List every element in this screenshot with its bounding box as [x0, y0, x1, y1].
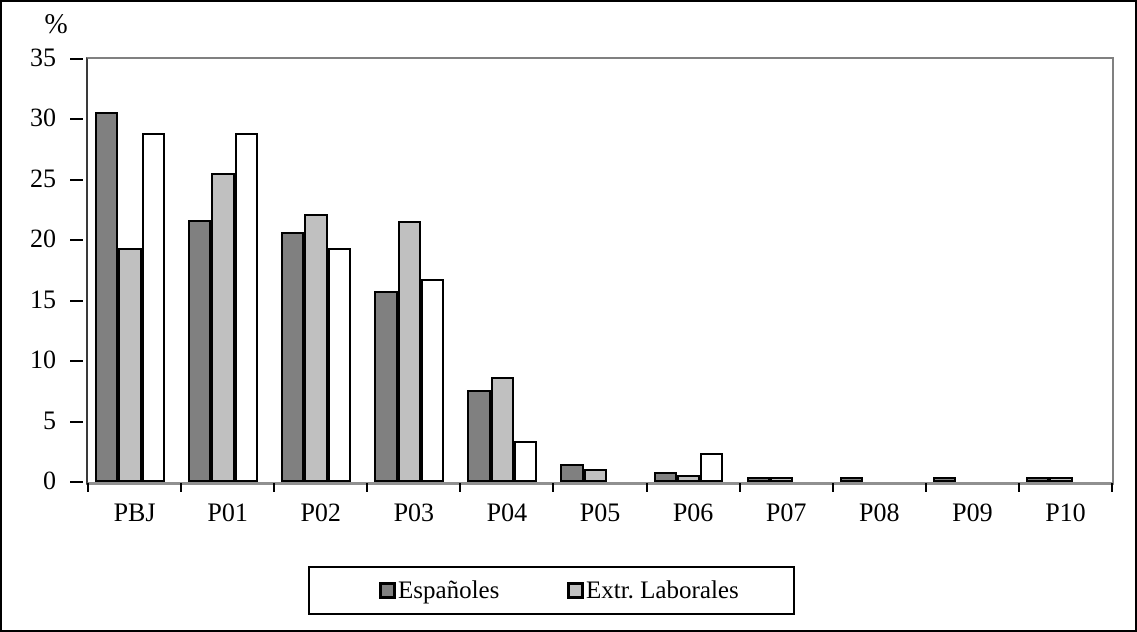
y-tick-25: [70, 178, 83, 181]
bar-p03-extr-laborales: [397, 220, 421, 482]
legend-swatch-espa-oles: [379, 582, 396, 599]
x-label-p03: P03: [393, 498, 435, 527]
x-tick-1: [180, 483, 183, 492]
bar-p09-espa-oles: [932, 477, 957, 482]
x-tick-7: [738, 483, 741, 492]
x-label-p08: P08: [859, 498, 900, 527]
x-tick-11: [1111, 483, 1113, 492]
bar-pbj-espa-oles: [95, 112, 119, 482]
legend-label-espa-oles: Españoles: [398, 576, 500, 604]
y-tick-label-20: 20: [30, 224, 56, 254]
bar-p01-extr-laborales: [211, 172, 235, 482]
y-tick-label-25: 25: [30, 163, 56, 193]
y-tick-label-30: 30: [30, 103, 56, 133]
y-tick-label-10: 10: [30, 345, 56, 375]
legend-item-espa-oles: Españoles: [379, 568, 499, 613]
x-tick-5: [552, 483, 555, 492]
x-tick-9: [924, 483, 927, 492]
y-tick-35: [70, 58, 83, 60]
bar-p10-espa-oles: [1025, 477, 1050, 482]
x-tick-8: [831, 483, 834, 492]
bar-p03-espa-oles: [374, 291, 398, 482]
bar-p07-extr-laborales: [769, 477, 794, 482]
bar-p02-espa-oles: [281, 231, 305, 482]
bar-p01-white: [234, 132, 258, 482]
bar-p01-espa-oles: [188, 219, 212, 482]
y-tick-label-15: 15: [30, 284, 56, 314]
bar-p10-extr-laborales: [1049, 477, 1073, 482]
bar-p04-extr-laborales: [490, 376, 514, 482]
bar-p02-white: [327, 247, 352, 482]
legend: Españoles Extr. Laborales: [308, 566, 795, 615]
x-label-pbj: PBJ: [113, 498, 156, 527]
x-label-p07: P07: [765, 498, 807, 527]
legend-label-extr-laborales: Extr. Laborales: [586, 576, 739, 604]
plot-area: [86, 57, 1114, 485]
x-label-p05: P05: [579, 498, 621, 527]
legend-item-extr-laborales: Extr. Laborales: [567, 568, 739, 613]
x-label-p04: P04: [486, 498, 528, 527]
bar-p05-espa-oles: [560, 463, 584, 482]
y-tick-30: [70, 118, 83, 121]
bar-pbj-extr-laborales: [118, 247, 142, 482]
bar-p05-extr-laborales: [583, 468, 608, 482]
y-axis-unit-label: %: [44, 9, 68, 40]
bar-p04-white: [513, 440, 538, 482]
x-label-p06: P06: [672, 498, 714, 527]
legend-swatch-extr-laborales: [567, 582, 584, 599]
bar-p06-extr-laborales: [676, 474, 701, 482]
x-label-p02: P02: [300, 498, 341, 527]
bar-p07-espa-oles: [746, 477, 770, 482]
bar-pbj-white: [141, 132, 165, 482]
bar-p08-espa-oles: [839, 477, 864, 482]
y-tick-5: [70, 420, 83, 423]
y-tick-label-5: 5: [43, 405, 56, 435]
y-tick-20: [70, 239, 83, 242]
x-tick-3: [366, 483, 369, 492]
x-tick-0: [87, 483, 89, 492]
x-tick-2: [273, 483, 276, 492]
x-tick-6: [645, 483, 648, 492]
x-label-p01: P01: [207, 498, 248, 527]
x-label-p09: P09: [952, 498, 993, 527]
bar-p06-white: [700, 453, 724, 482]
x-label-p10: P10: [1045, 498, 1086, 527]
y-tick-15: [70, 299, 83, 302]
bar-p04-espa-oles: [467, 390, 491, 482]
y-tick-label-35: 35: [30, 43, 56, 72]
x-tick-4: [459, 483, 462, 492]
bar-p03-white: [420, 278, 445, 482]
bar-p06-espa-oles: [653, 472, 677, 482]
y-tick-0: [70, 481, 83, 483]
y-tick-10: [70, 360, 83, 363]
x-tick-10: [1017, 483, 1020, 492]
bar-p02-extr-laborales: [304, 213, 328, 482]
y-tick-label-0: 0: [43, 466, 56, 495]
